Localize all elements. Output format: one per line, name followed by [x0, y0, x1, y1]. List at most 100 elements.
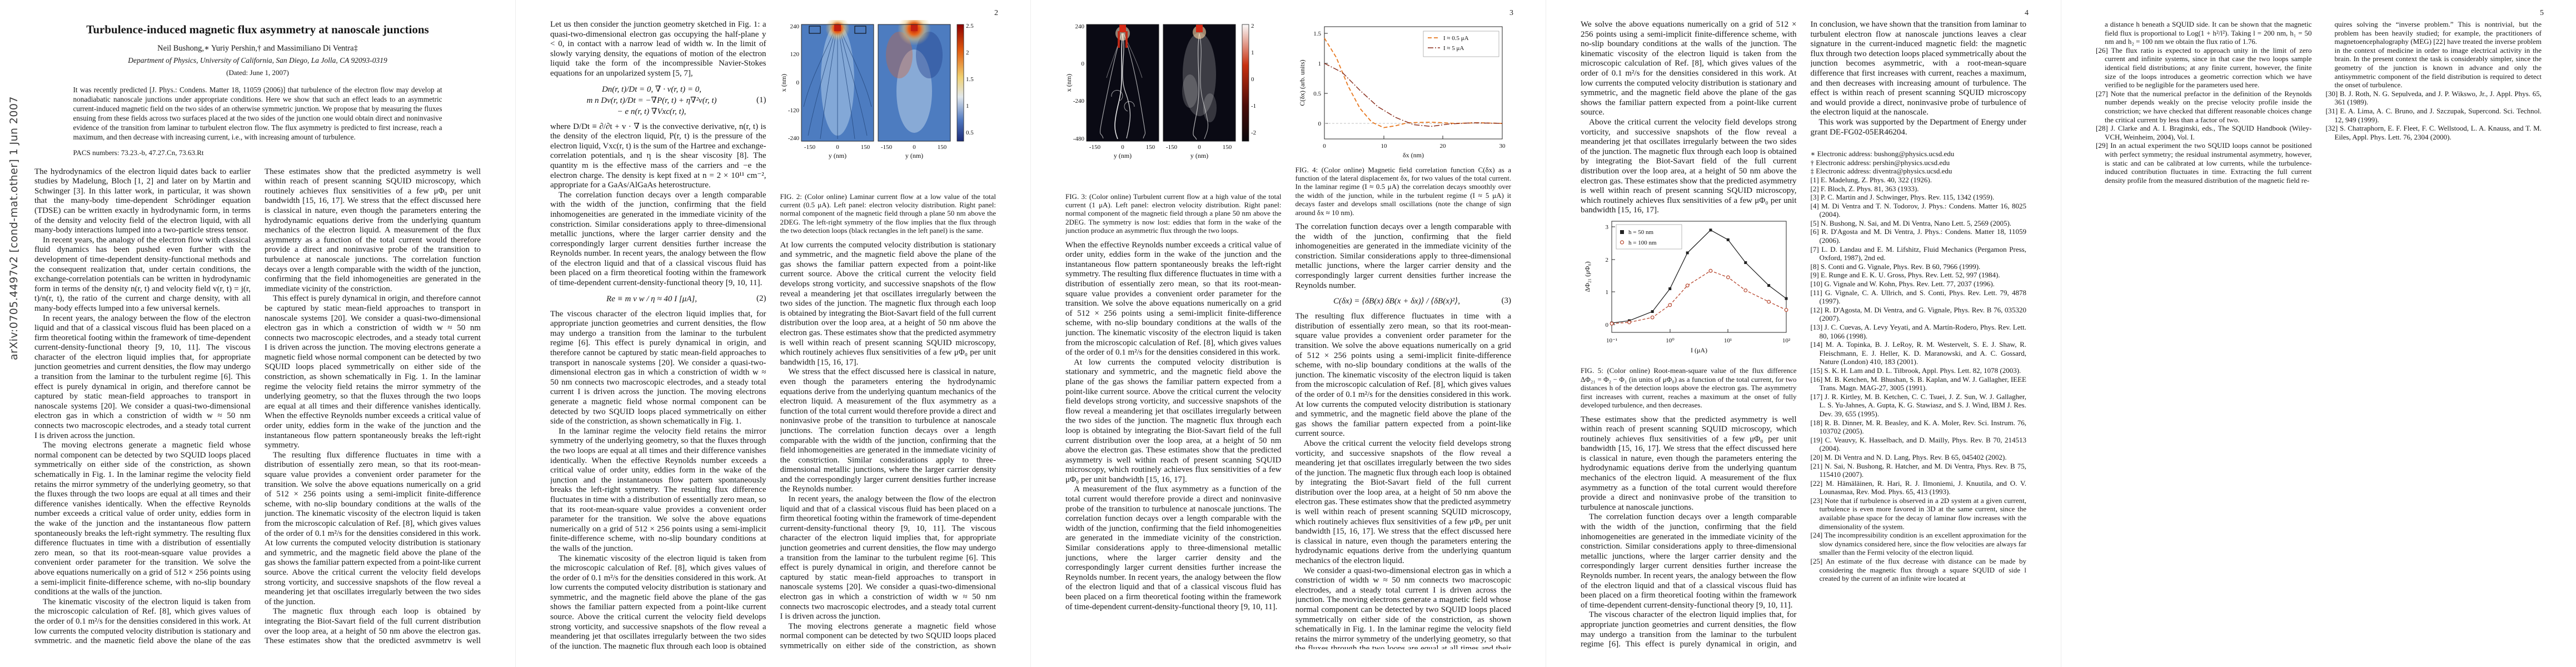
reference-item: [14] M. A. Topinka, B. J. LeRoy, R. M. W… [1810, 340, 2027, 366]
body-paragraph: Above the critical current the velocity … [1581, 117, 1797, 215]
reference-item: [32] S. Chatraphorn, E. F. Fleet, F. C. … [2325, 124, 2542, 141]
x-axis-label: I (μA) [1691, 346, 1707, 354]
reference-item: [4] M. Di Ventra and T. N. Todorov, J. P… [1810, 201, 2027, 219]
reference-item: [15] S. K. H. Lam and D. L. Tilbrook, Ap… [1810, 366, 2021, 375]
page1-col-right: These estimates show that the predicted … [265, 167, 481, 643]
x-axis-label: δx (nm) [1403, 151, 1424, 159]
conclusion-paragraph: In conclusion, we have shown that the tr… [1810, 20, 2027, 117]
fig2-x-ticks: -150 0 150 -150 0 150 y (nm) y (nm) x (n… [780, 74, 947, 160]
page2-columns: Let us then consider the junction geomet… [550, 20, 996, 649]
pacs-line: PACS numbers: 73.23.-b, 47.27.Cn, 73.63.… [73, 148, 204, 157]
equation-number: (1) [756, 95, 766, 104]
tick-label: 1 [1251, 49, 1254, 56]
tick-label: 30 [1499, 143, 1506, 150]
body-paragraph: The kinematic viscosity of the electron … [550, 554, 766, 650]
page5-columns: a distance h beneath a SQUID side. It ca… [2096, 20, 2542, 649]
body-paragraph: where D/Dt ≡ ∂/∂t + v · ∇ is the convect… [550, 122, 766, 190]
body-paragraph: In recent years, the analogy of the elec… [34, 235, 251, 313]
tick-label: 240 [1075, 23, 1085, 30]
reference-continuation: quires solving the “inverse problem.” Th… [2334, 20, 2542, 89]
body-paragraph: In recent years, the analogy between the… [34, 313, 251, 440]
squid-loop-left [808, 26, 821, 34]
tick-label: 0 [1198, 144, 1201, 151]
fig3-velocity-panel [1086, 24, 1159, 142]
page-number: 5 [2540, 9, 2544, 17]
page5-col-left: a distance h beneath a SQUID side. It ca… [2096, 20, 2312, 649]
tick-label: 1 [1318, 61, 1321, 67]
page2-col-right: 240 120 0 -120 -240 -150 0 150 -150 0 [780, 20, 996, 649]
fig2-velocity-panel [801, 20, 874, 142]
flux-markers-h100 [1610, 268, 1788, 326]
address-line: ∗ Electronic address: bushong@physics.uc… [1810, 150, 1955, 158]
arxiv-stamp: arXiv:0705.4497v2 [cond-mat.other] 1 Jun… [8, 96, 20, 360]
body-paragraph: The moving electrons generate a magnetic… [34, 441, 251, 597]
tick-label: 2.5 [966, 23, 974, 29]
body-paragraph: In the laminar regime the velocity field… [550, 426, 766, 553]
page4-columns: We solve the above equations numerically… [1581, 20, 2026, 649]
y-axis-label: C(δx) (arb. units) [1298, 59, 1306, 106]
equation-number: (2) [756, 293, 766, 303]
fig2-field-panel [878, 20, 950, 142]
body-paragraph: These estimates show that the predicted … [1581, 415, 1797, 512]
tick-label: 1 [1606, 289, 1609, 296]
page-number: 2 [994, 9, 998, 17]
page-number: 4 [2025, 9, 2029, 17]
fig4-plot: I ≈ 0.5 μA I ≈ 5 μA 1.5 1 0.5 0 0 1 [1298, 26, 1506, 159]
flux-curve-h100 [1611, 270, 1787, 324]
tick-label: 120 [790, 51, 799, 58]
reference-item: [29] In an actual experiment the two SQU… [2096, 141, 2312, 185]
reference-item: [20] M. Di Ventra and N. D. Lang, Phys. … [1810, 452, 2007, 461]
fig4-legend: I ≈ 0.5 μA I ≈ 5 μA [1423, 31, 1499, 57]
figure-3-caption: FIG. 3: (Color online) Turbulent current… [1065, 192, 1282, 235]
reference-item: [9] E. Runge and E. K. U. Gross, Phys. R… [1810, 271, 2000, 280]
tick-label: 1 [966, 103, 969, 109]
page4-col-left: We solve the above equations numerically… [1581, 20, 1797, 649]
figure-5-caption: FIG. 5: (Color online) Root-mean-square … [1581, 366, 1797, 410]
equation-line: C(δx) = ⟨δB(x) δB(x + δx)⟩ / ⟨δB(x)²⟩, [1333, 297, 1460, 306]
axis-tick-marks [1611, 226, 1787, 332]
page5-col-right: quires solving the “inverse problem.” Th… [2326, 20, 2542, 649]
tick-label: -150 [1166, 144, 1178, 151]
page4-col-right: In conclusion, we have shown that the tr… [1811, 20, 2027, 649]
fig5-x-ticks: 10⁻¹ 10⁰ 10¹ 10² I (μA) ΔΦ₂₁ (μΦ₀) [1583, 261, 1791, 354]
x-axis-label: y (nm) [828, 152, 846, 160]
fig2-y-ticks: 240 120 0 -120 -240 [788, 23, 799, 142]
figure-4-caption: FIG. 4: (Color online) Magnetic field co… [1295, 165, 1512, 217]
tick-label: 10⁰ [1666, 337, 1675, 344]
page3-columns: 240 0 -240 -480 -150 0 150 -150 0 150 [1065, 20, 1511, 649]
body-paragraph: We solve the above equations numerically… [1581, 20, 1797, 117]
tick-label: 2 [1251, 23, 1254, 29]
reference-item: [6] R. D'Agosta and M. Di Ventra, J. Phy… [1810, 227, 2027, 245]
reference-item: [3] P. C. Martin and J. Schwinger, Phys.… [1810, 193, 1995, 202]
tick-label: 0 [1323, 143, 1326, 150]
tick-label: 150 [1223, 144, 1232, 151]
figure-2-caption: FIG. 2: (Color online) Laminar current f… [780, 192, 996, 235]
address-line: ‡ Electronic address: diventra@physics.u… [1810, 167, 1952, 176]
figure-2: 240 120 0 -120 -240 -150 0 150 -150 0 [780, 20, 996, 190]
body-paragraph: The correlation function decays over a l… [1295, 222, 1512, 290]
reference-item: [2] F. Bloch, Z. Phys. 81, 363 (1933). [1810, 184, 1919, 193]
tick-label: 240 [790, 23, 799, 30]
body-paragraph: The correlation function decays over a l… [1581, 512, 1797, 610]
dated-line: (Dated: June 1, 2007) [226, 68, 289, 77]
tick-label: -1 [1251, 103, 1256, 109]
reference-item: [24] The incompressibility condition is … [1810, 531, 2027, 557]
fig3-plot: 240 0 -240 -480 -150 0 150 -150 0 150 [1065, 23, 1256, 160]
streamlines [803, 32, 871, 140]
junction-lead [1196, 24, 1203, 32]
body-paragraph: The hydrodynamics of the electron liquid… [34, 167, 251, 235]
page-4: 4 We solve the above equations numerical… [1546, 0, 2061, 667]
front-matter: Turbulence-induced magnetic flux asymmet… [34, 0, 481, 157]
reference-item: [26] The flux ratio is expected to appro… [2096, 46, 2312, 89]
page-2: 2 Let us then consider the junction geom… [515, 0, 1030, 667]
x-axis-label: y (nm) [1114, 152, 1132, 160]
fig2-colorbar-ticks: 2.5 2 1.5 1 0.5 [966, 23, 974, 136]
tick-label: 0 [1318, 121, 1321, 127]
tick-label: 150 [937, 144, 946, 151]
body-paragraph: These estimates show that the predicted … [265, 167, 481, 293]
reference-item: [18] R. B. Dinner, M. R. Beasley, and K.… [1810, 418, 2027, 436]
reference-item: [1] E. Madelung, Z. Phys. 40, 322 (1926)… [1810, 175, 1932, 184]
reference-item: [27] Note that the numerical prefactor i… [2096, 89, 2312, 124]
reference-item: [19] C. Veauvy, K. Hasselbach, and D. Ma… [1810, 435, 2027, 453]
